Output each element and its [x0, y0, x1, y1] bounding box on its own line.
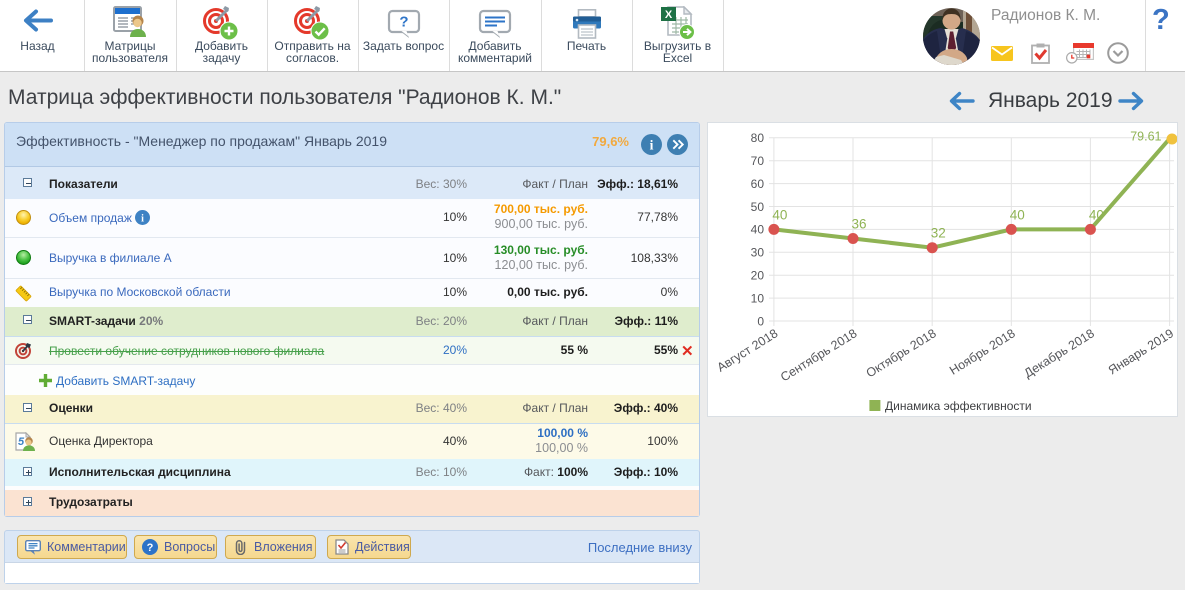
svg-text:10: 10 — [751, 291, 765, 305]
svg-text:30: 30 — [751, 246, 765, 260]
svg-text:80: 80 — [751, 131, 765, 145]
svg-text:36: 36 — [852, 217, 867, 232]
svg-text:70: 70 — [751, 154, 765, 168]
svg-text:50: 50 — [751, 200, 765, 214]
svg-text:60: 60 — [751, 177, 765, 191]
svg-text:i: i — [650, 138, 654, 153]
svg-text:40: 40 — [772, 207, 787, 222]
svg-text:40: 40 — [751, 223, 765, 237]
svg-text:Октябрь 2018: Октябрь 2018 — [864, 326, 939, 380]
svg-text:Август 2018: Август 2018 — [715, 326, 781, 374]
svg-text:?: ? — [147, 542, 154, 554]
svg-text:X: X — [664, 9, 672, 21]
svg-text:i: i — [141, 214, 144, 225]
svg-text:Динамика эффективности: Динамика эффективности — [885, 399, 1032, 413]
svg-text:40: 40 — [1089, 207, 1104, 222]
svg-text:40: 40 — [1010, 207, 1025, 222]
svg-text:0: 0 — [757, 314, 764, 328]
svg-text:?: ? — [399, 14, 408, 31]
svg-text:32: 32 — [931, 226, 946, 241]
svg-text:Сентябрь 2018: Сентябрь 2018 — [778, 326, 859, 384]
svg-text:79.61: 79.61 — [1130, 130, 1161, 144]
svg-text:Январь 2019: Январь 2019 — [1106, 326, 1176, 377]
svg-text:20: 20 — [751, 269, 765, 283]
svg-text:Декабрь 2018: Декабрь 2018 — [1022, 326, 1097, 380]
svg-text:Ноябрь 2018: Ноябрь 2018 — [947, 326, 1018, 377]
svg-text:5: 5 — [18, 436, 25, 448]
